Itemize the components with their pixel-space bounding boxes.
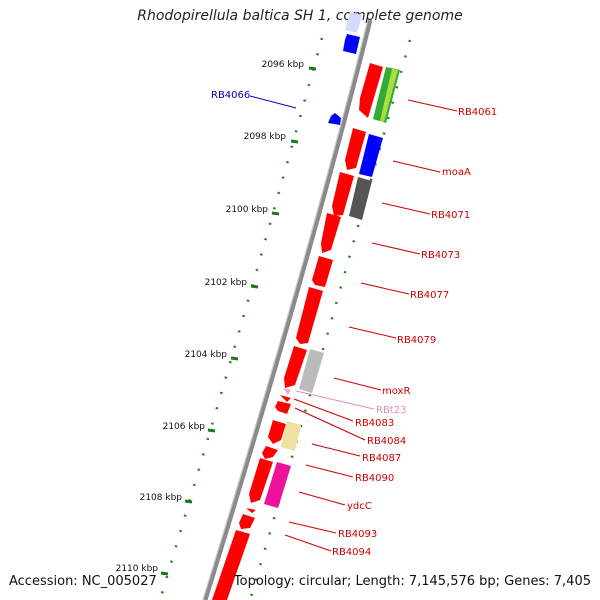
scale-tick [184,499,193,504]
gene-label-rbt23[interactable]: RBt23 [376,405,406,416]
gene-feature-rbt23[interactable] [283,388,291,395]
gene-feature-rb4094[interactable] [239,514,255,529]
gene-label-moaa[interactable]: moaA [442,167,471,178]
gene-feature-red[interactable] [268,420,286,444]
gene-feature-rb4087[interactable] [281,421,301,451]
scale-label: 2110 kbp [116,564,159,574]
gene-labels: RB4066 RB4061 moaA RB4071 RB4073 RB4077 … [211,90,497,558]
gene-label-moxr[interactable]: moxR [382,386,410,397]
gene-feature-red[interactable] [212,530,250,600]
gene-label-rb4066[interactable]: RB4066 [211,90,250,101]
scale-tick [271,211,280,216]
genome-backbone-highlight [202,19,369,600]
scale-tick [230,356,239,361]
gene-feature-rb4090[interactable] [262,446,278,459]
gene-feature-green-light[interactable] [380,69,398,122]
leader-line-rb4079 [348,326,397,339]
gene-label-rb4073[interactable]: RB4073 [421,250,460,261]
gene-label-rb4077[interactable]: RB4077 [410,290,449,301]
map-title: Rhodopirellula baltica SH 1, complete ge… [137,8,463,24]
gene-label-rb4079[interactable]: RB4079 [397,335,436,346]
genome-backbone [202,19,373,600]
scale-label: 2108 kbp [140,493,183,503]
scale-tick [308,66,317,71]
topology-text: Topology: circular; Length: 7,145,576 bp… [233,574,591,589]
gene-label-rb4094[interactable]: RB4094 [332,547,371,558]
scale-tick [250,284,259,289]
gene-feature-rb4077[interactable] [312,256,333,287]
leader-line-rb4087 [311,443,361,457]
scale-label: 2106 kbp [163,422,206,432]
scale-label: 2100 kbp [226,205,269,215]
gene-feature-rb4061[interactable] [359,63,383,118]
gene-label-rb4093[interactable]: RB4093 [338,529,377,540]
forward-strand-features [212,63,400,600]
gene-feature-rb4083[interactable] [280,395,291,402]
scale-label: 2098 kbp [244,132,287,142]
scale-label: 2096 kbp [262,60,305,70]
scale-ticks [160,66,317,576]
gene-label-rb4071[interactable]: RB4071 [431,210,470,221]
leader-line-rbt23 [295,390,375,410]
gene-label-rb4087[interactable]: RB4087 [362,453,401,464]
gene-feature-blue[interactable] [343,34,360,54]
gene-feature-rb4073[interactable] [321,213,341,253]
gene-label-rb4090[interactable]: RB4090 [355,473,394,484]
scale-labels: 2096 kbp 2098 kbp 2100 kbp 2102 kbp 2104… [116,60,305,574]
scale-arc-outer [158,37,324,600]
label-leader-lines [249,95,458,552]
gene-feature-blue[interactable] [345,12,362,33]
gene-feature-red[interactable] [249,458,273,503]
leader-line-rb4061 [407,99,458,112]
gene-feature-rb4079[interactable] [296,287,323,344]
gene-feature-rb4084[interactable] [275,401,291,414]
gene-feature-rb4066[interactable] [328,113,341,125]
leader-line-moxr [333,377,382,391]
gene-feature-rb4071[interactable] [349,177,372,220]
gene-feature-red[interactable] [332,172,354,216]
gene-label-rb4083[interactable]: RB4083 [355,418,394,429]
leader-line-moaa [392,160,441,173]
leader-line-rb4077 [360,282,410,295]
leader-line-rb4083 [293,398,354,422]
leader-line-rb4094 [284,534,332,552]
leader-line-rb4090 [305,464,354,478]
gene-feature-moxr[interactable] [299,349,324,393]
gene-label-ydcc[interactable]: ydcC [347,501,372,512]
scale-tick [290,139,299,144]
accession-text: Accession: NC_005027 [9,574,157,589]
scale-label: 2104 kbp [185,350,228,360]
gene-feature-red[interactable] [345,128,366,170]
scale-arc-inner [248,39,412,600]
gene-feature-rb4093[interactable] [246,508,256,513]
leader-line-rb4073 [371,242,421,255]
leader-line-rb4066 [249,95,297,109]
leader-line-rb4071 [381,202,431,215]
leader-line-ydcc [298,491,346,506]
scale-tick [207,428,216,433]
reverse-strand-features [328,12,362,125]
gene-label-rb4084[interactable]: RB4084 [367,436,406,447]
gene-feature-ydcc[interactable] [264,462,291,508]
leader-line-rb4093 [288,521,337,534]
gene-feature-moaa[interactable] [359,134,383,177]
gene-feature-red[interactable] [284,346,307,388]
scale-label: 2102 kbp [205,278,248,288]
gene-label-rb4061[interactable]: RB4061 [458,107,497,118]
scale-tick [160,571,169,576]
leader-line-rb4084 [294,407,366,441]
